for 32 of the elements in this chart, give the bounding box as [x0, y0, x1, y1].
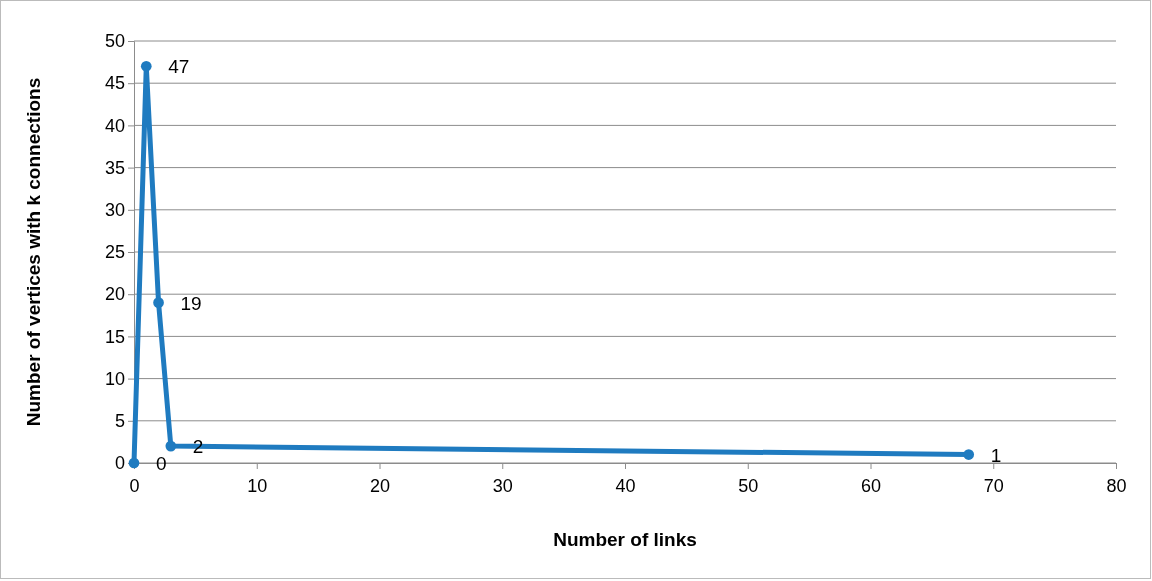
- y-tick-label: 10: [104, 368, 125, 389]
- x-tick-label: 40: [615, 475, 636, 496]
- y-tick-label: 5: [114, 411, 125, 432]
- x-tick-label: 80: [1106, 475, 1127, 496]
- y-tick-label: 50: [104, 31, 125, 52]
- data-label: 1: [990, 444, 1002, 466]
- y-tick-label: 0: [114, 453, 125, 474]
- y-tick-label: 35: [104, 157, 125, 178]
- x-tick-label: 50: [738, 475, 759, 496]
- y-tick-label: 15: [104, 326, 125, 347]
- point: [128, 457, 140, 469]
- y-tick-label: 20: [104, 284, 125, 305]
- x-tick-label: 70: [983, 475, 1004, 496]
- data-label: 2: [192, 436, 204, 458]
- y-tick-label: 30: [104, 200, 125, 221]
- data-label: 47: [168, 56, 190, 78]
- x-tick-label: 20: [369, 475, 391, 496]
- y-tick-label: 45: [104, 73, 125, 94]
- x-tick-label: 0: [129, 475, 140, 496]
- x-axis-title: Number of links: [553, 529, 697, 550]
- x-tick-label: 30: [492, 475, 513, 496]
- point: [963, 449, 975, 460]
- data-label: 19: [180, 292, 202, 314]
- x-tick-label: 60: [860, 475, 882, 496]
- y-axis-title: Number of vertices with k connections: [23, 77, 44, 427]
- y-tick-label: 25: [104, 242, 125, 263]
- point: [165, 440, 177, 452]
- point: [140, 60, 152, 72]
- y-tick-label: 40: [104, 115, 125, 136]
- x-tick-label: 10: [247, 475, 268, 496]
- point: [153, 297, 164, 308]
- data-label: 0: [156, 453, 167, 474]
